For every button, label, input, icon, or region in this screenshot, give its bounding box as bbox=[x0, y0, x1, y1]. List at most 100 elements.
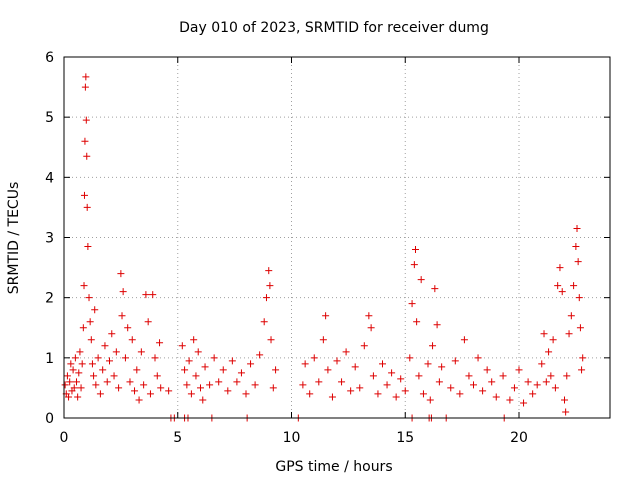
data-point bbox=[411, 246, 419, 254]
data-point bbox=[338, 378, 346, 386]
data-point bbox=[524, 378, 532, 386]
data-point bbox=[319, 336, 327, 344]
data-point bbox=[438, 363, 446, 371]
x-axis-title: GPS time / hours bbox=[275, 459, 392, 475]
data-point bbox=[142, 291, 150, 299]
data-point bbox=[575, 294, 583, 302]
data-point bbox=[199, 396, 207, 404]
x-tick-labels: 0 5 10 15 20 bbox=[60, 430, 528, 446]
y-tick-label: 2 bbox=[45, 291, 54, 307]
data-point bbox=[66, 378, 74, 386]
data-point bbox=[121, 354, 129, 362]
data-point bbox=[410, 261, 418, 269]
data-point bbox=[351, 363, 359, 371]
data-point bbox=[529, 390, 537, 398]
data-point bbox=[570, 282, 578, 290]
data-point bbox=[408, 300, 416, 308]
data-point bbox=[82, 116, 90, 124]
data-point bbox=[272, 366, 280, 374]
data-point bbox=[435, 378, 443, 386]
data-point bbox=[563, 372, 571, 380]
data-point bbox=[315, 378, 323, 386]
data-point bbox=[110, 372, 118, 380]
data-point bbox=[392, 393, 400, 401]
data-point bbox=[506, 396, 514, 404]
data-point bbox=[419, 390, 427, 398]
data-point bbox=[426, 396, 434, 404]
data-point bbox=[206, 381, 214, 389]
data-point bbox=[81, 137, 89, 145]
data-point bbox=[576, 324, 584, 332]
data-point bbox=[128, 336, 136, 344]
data-point bbox=[115, 384, 123, 392]
data-point bbox=[565, 330, 573, 338]
data-point bbox=[415, 372, 423, 380]
data-point bbox=[573, 224, 581, 232]
data-point bbox=[269, 384, 277, 392]
data-point bbox=[429, 342, 437, 350]
data-point bbox=[133, 366, 141, 374]
data-point bbox=[267, 336, 275, 344]
y-tick-labels: 0 1 2 3 4 5 6 bbox=[45, 50, 54, 427]
data-point bbox=[112, 348, 120, 356]
data-point bbox=[124, 324, 132, 332]
x-tick-label: 15 bbox=[396, 430, 414, 446]
y-axis-title: SRMTID / TECUs bbox=[6, 182, 22, 295]
data-point bbox=[144, 318, 152, 326]
data-point bbox=[310, 354, 318, 362]
data-point bbox=[90, 372, 98, 380]
data-point bbox=[237, 369, 245, 377]
data-point bbox=[383, 381, 391, 389]
data-point bbox=[224, 387, 232, 395]
data-point bbox=[538, 360, 546, 368]
data-point bbox=[265, 267, 273, 275]
data-point bbox=[194, 348, 202, 356]
data-point bbox=[474, 354, 482, 362]
data-point bbox=[558, 288, 566, 296]
data-point bbox=[233, 378, 241, 386]
data-point bbox=[83, 152, 91, 160]
data-point bbox=[77, 384, 85, 392]
data-point bbox=[545, 348, 553, 356]
data-point bbox=[82, 73, 90, 81]
y-tick-label: 6 bbox=[45, 50, 54, 66]
data-point bbox=[488, 378, 496, 386]
data-point bbox=[567, 312, 575, 320]
y-tick-label: 5 bbox=[45, 110, 54, 126]
data-point bbox=[456, 390, 464, 398]
data-point bbox=[554, 282, 562, 290]
data-point bbox=[388, 369, 396, 377]
data-point bbox=[71, 354, 79, 362]
data-point bbox=[266, 282, 274, 290]
data-point bbox=[92, 381, 100, 389]
data-point bbox=[228, 357, 236, 365]
data-point bbox=[201, 363, 209, 371]
data-point bbox=[406, 354, 414, 362]
y-tick-label: 0 bbox=[45, 411, 54, 427]
data-point bbox=[556, 264, 564, 272]
data-point bbox=[197, 384, 204, 392]
data-point bbox=[551, 384, 559, 392]
data-point bbox=[401, 387, 409, 395]
data-point bbox=[63, 372, 71, 380]
y-tick-label: 3 bbox=[45, 231, 54, 247]
x-tick-label: 5 bbox=[173, 430, 182, 446]
data-point bbox=[251, 381, 259, 389]
data-point bbox=[94, 354, 102, 362]
data-point bbox=[185, 357, 193, 365]
data-point bbox=[333, 357, 341, 365]
data-point bbox=[242, 390, 250, 398]
data-point bbox=[81, 83, 89, 91]
data-point bbox=[542, 378, 550, 386]
data-point bbox=[547, 372, 555, 380]
data-point bbox=[549, 336, 557, 344]
data-point bbox=[417, 276, 425, 284]
data-point bbox=[165, 387, 173, 395]
data-point bbox=[149, 291, 157, 299]
data-point bbox=[299, 381, 307, 389]
data-point bbox=[562, 408, 570, 416]
x-tick-label: 0 bbox=[60, 430, 69, 446]
data-point bbox=[447, 384, 455, 392]
